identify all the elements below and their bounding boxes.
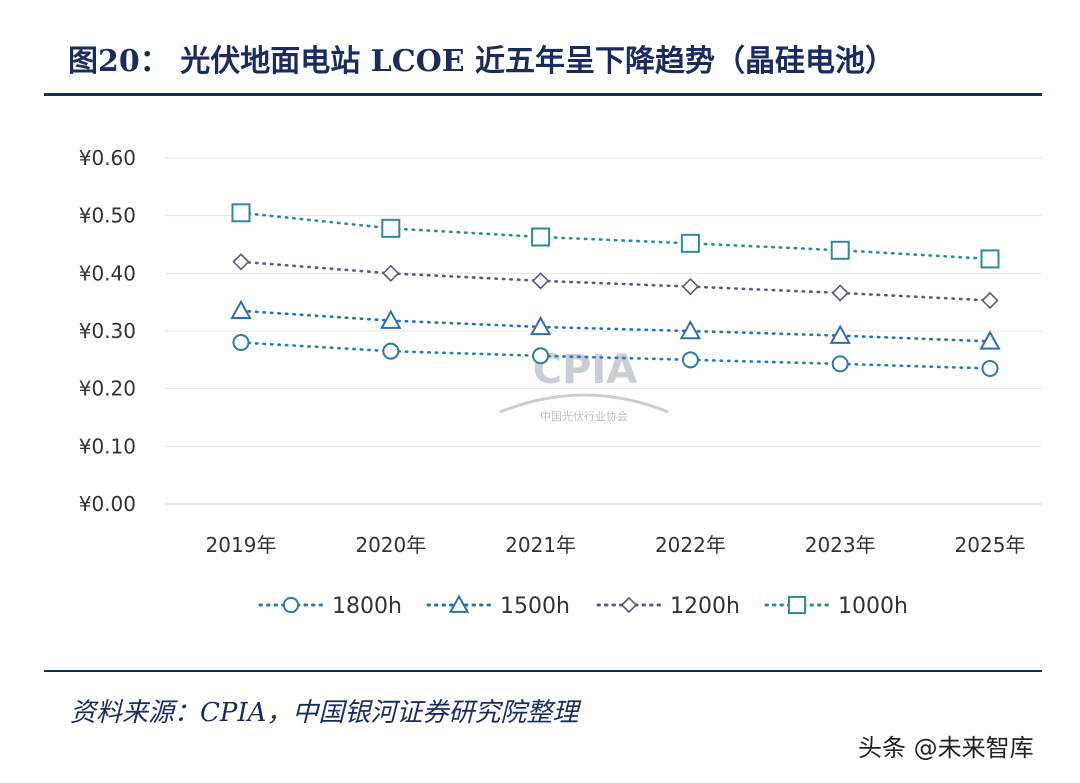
data-point-1500h	[979, 330, 1001, 350]
data-point-1500h	[529, 315, 552, 336]
data-point-1800h	[831, 355, 849, 373]
y-tick-label: ¥0.20	[79, 377, 136, 401]
cpia-watermark: CPIA 中国光伏行业协会	[499, 347, 669, 423]
y-tick-label: ¥0.30	[79, 319, 136, 343]
legend-marker	[787, 595, 807, 615]
x-tick-label: 2025年	[955, 533, 1026, 557]
data-point-1200h	[382, 264, 400, 282]
legend-marker	[620, 596, 638, 614]
line-chart: ¥0.00 ¥0.10 ¥0.20 ¥0.30 ¥0.40 ¥0.50 ¥0.60 2019…	[79, 146, 1042, 619]
y-tick-label: ¥0.60	[79, 146, 136, 170]
series-line-1000h	[239, 211, 992, 261]
bottom-divider	[44, 670, 1042, 672]
data-point-1200h	[531, 272, 550, 290]
data-point-1000h	[231, 203, 251, 223]
legend-label: 1200h	[670, 594, 740, 619]
cpia-logo-text: CPIA	[533, 347, 638, 393]
data-point-1000h	[531, 227, 551, 247]
y-tick-label: ¥0.50	[79, 204, 136, 228]
legend-marker	[282, 596, 300, 614]
x-tick-label: 2023年	[805, 533, 876, 557]
data-point-1500h	[679, 319, 702, 340]
y-tick-label: ¥0.00	[79, 492, 136, 516]
series-line-1200h	[239, 260, 992, 302]
source-note: 资料来源：CPIA，中国银河证券研究院整理	[70, 698, 579, 728]
data-point-1800h	[681, 351, 699, 369]
data-point-1200h	[981, 291, 999, 310]
cpia-logo-subtext: 中国光伏行业协会	[540, 409, 628, 423]
data-point-1800h	[981, 359, 999, 377]
y-axis-ticks: ¥0.00 ¥0.10 ¥0.20 ¥0.30 ¥0.40 ¥0.50 ¥0.60	[79, 146, 136, 516]
legend-label: 1000h	[838, 594, 908, 619]
data-point-1200h	[831, 284, 849, 302]
top-divider	[44, 93, 1042, 96]
x-axis-ticks: 2019年 2020年 2021年 2022年 2023年 2025年	[206, 533, 1026, 557]
data-point-1500h	[380, 309, 402, 329]
x-tick-label: 2019年	[206, 533, 277, 557]
y-tick-label: ¥0.10	[79, 434, 136, 458]
data-point-1800h	[532, 347, 550, 365]
series-group	[230, 203, 1001, 377]
data-point-1200h	[232, 253, 250, 271]
cpia-logo-arc	[499, 393, 669, 414]
y-tick-label: ¥0.40	[79, 261, 136, 285]
x-tick-label: 2022年	[655, 533, 726, 557]
legend: 1800h 1500h 1200h 1000h	[258, 594, 908, 619]
grid-lines	[165, 157, 1042, 505]
data-point-1000h	[381, 218, 401, 238]
data-point-1800h	[382, 342, 400, 360]
data-point-1000h	[830, 240, 850, 260]
series-line-1800h	[239, 341, 992, 370]
series-line-1500h	[239, 309, 992, 343]
legend-label: 1500h	[500, 594, 570, 619]
data-point-1800h	[232, 334, 250, 352]
chart-title: 图20： 光伏地面电站 LCOE 近五年呈下降趋势（晶硅电池）	[68, 44, 896, 79]
legend-marker	[448, 594, 470, 613]
legend-label: 1800h	[332, 594, 402, 619]
x-tick-label: 2021年	[505, 533, 576, 557]
data-point-1000h	[680, 233, 700, 253]
data-point-1000h	[980, 249, 1000, 269]
data-point-1200h	[681, 277, 700, 296]
brand-watermark: 头条 @未来智库	[858, 734, 1034, 762]
x-tick-label: 2020年	[355, 533, 426, 557]
data-point-1500h	[829, 324, 851, 344]
data-point-1500h	[230, 299, 252, 320]
